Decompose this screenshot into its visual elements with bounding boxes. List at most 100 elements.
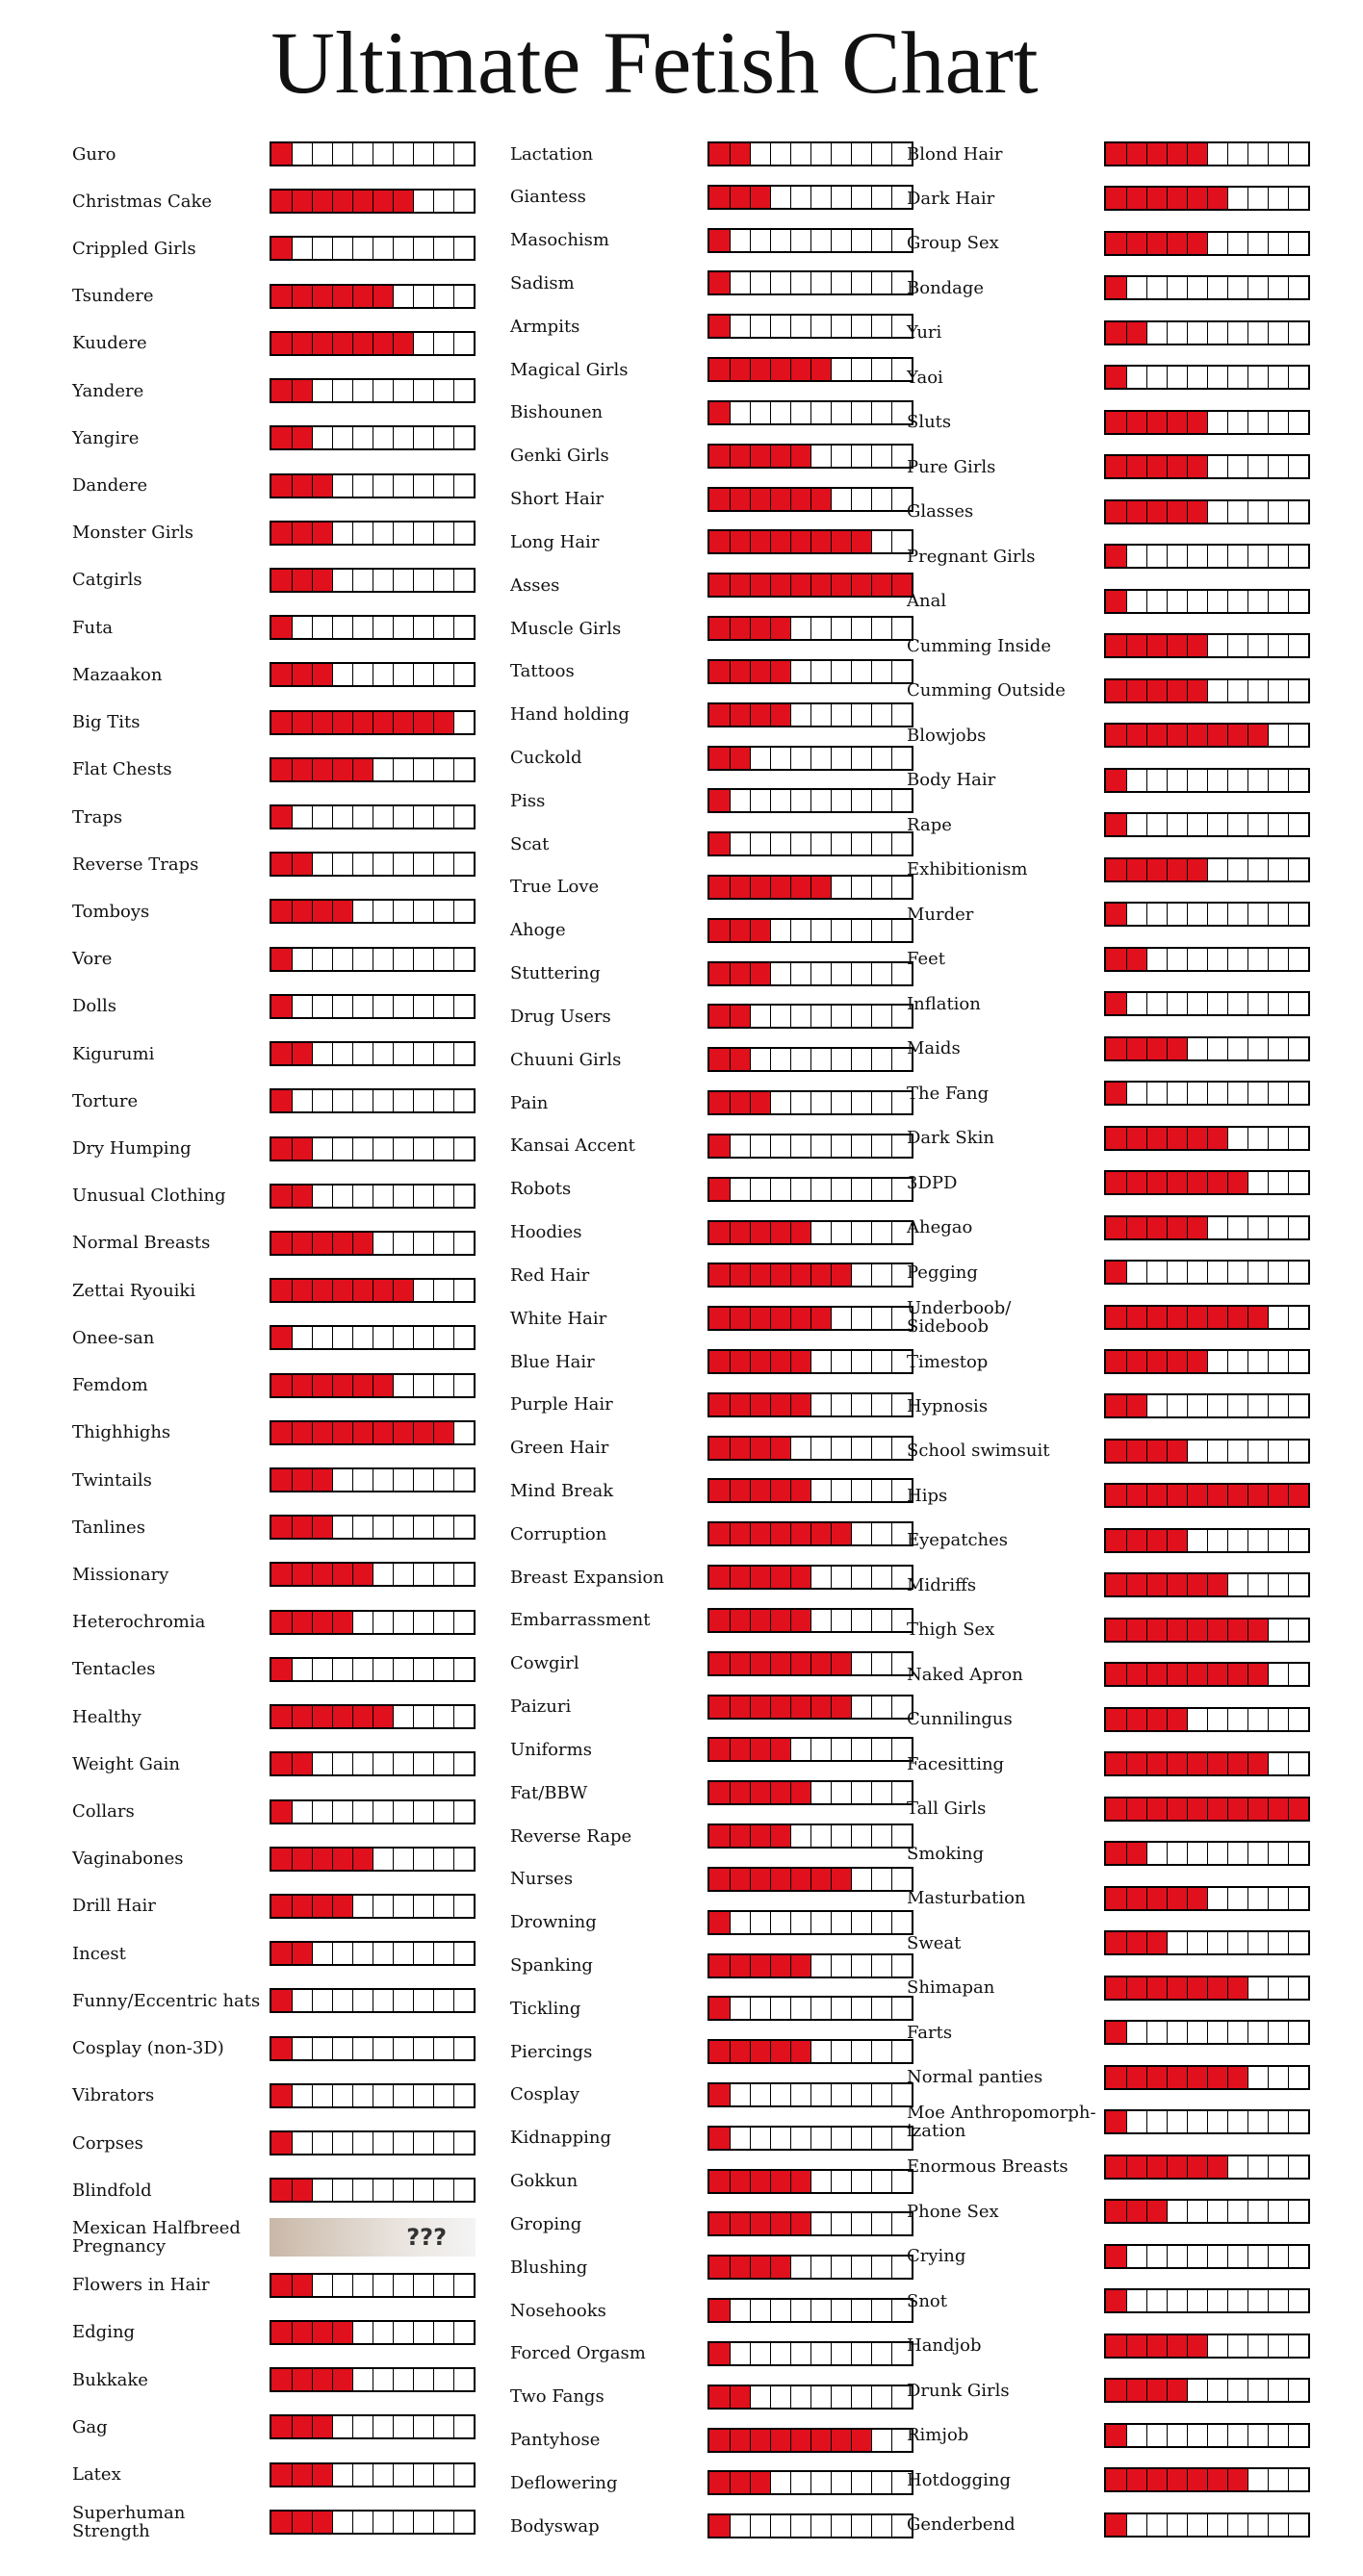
box-divider bbox=[1126, 1172, 1127, 1194]
box-divider bbox=[1247, 1574, 1248, 1596]
box-divider bbox=[292, 1848, 293, 1870]
box-divider bbox=[1167, 2424, 1168, 2446]
box-divider bbox=[810, 2515, 811, 2538]
box-divider bbox=[1207, 904, 1208, 926]
box-divider bbox=[292, 143, 293, 165]
chart-row: Drill Hair bbox=[72, 1887, 476, 1926]
box-divider bbox=[790, 2472, 791, 2494]
box-divider bbox=[1187, 1485, 1188, 1507]
rating-bar bbox=[707, 1824, 913, 1849]
box-divider bbox=[1288, 2513, 1289, 2536]
box-divider bbox=[433, 1658, 434, 1680]
box-divider bbox=[292, 1185, 293, 1207]
rating-bar bbox=[1104, 2288, 1310, 2314]
box-divider bbox=[891, 1739, 892, 1761]
box-divider bbox=[1167, 500, 1168, 523]
box-divider bbox=[433, 1374, 434, 1396]
box-divider bbox=[1247, 635, 1248, 657]
box-divider bbox=[292, 380, 293, 402]
box-divider bbox=[312, 854, 313, 876]
box-divider bbox=[433, 1232, 434, 1254]
row-label: Robots bbox=[510, 1179, 572, 1200]
row-label: Tsundere bbox=[72, 286, 154, 307]
box-divider bbox=[413, 285, 414, 307]
box-divider bbox=[1167, 725, 1168, 747]
box-divider bbox=[312, 522, 313, 544]
box-divider bbox=[413, 1137, 414, 1160]
box-divider bbox=[1247, 1887, 1248, 1909]
box-divider bbox=[750, 2083, 751, 2105]
box-divider bbox=[1146, 1172, 1147, 1194]
box-divider bbox=[1207, 1932, 1208, 1954]
box-divider bbox=[292, 522, 293, 544]
chart-row: Ahegao bbox=[907, 1209, 1310, 1247]
row-label: Vibrators bbox=[72, 2085, 155, 2106]
box-divider bbox=[1126, 411, 1127, 433]
box-divider bbox=[1187, 2424, 1188, 2446]
box-divider bbox=[871, 876, 872, 898]
box-divider bbox=[831, 747, 832, 769]
rating-fill bbox=[709, 1523, 851, 1545]
box-divider bbox=[871, 1264, 872, 1287]
box-divider bbox=[332, 1280, 333, 1302]
box-divider bbox=[312, 1327, 313, 1349]
box-divider bbox=[750, 2257, 751, 2279]
box-divider bbox=[1227, 993, 1228, 1015]
box-divider bbox=[1126, 2245, 1127, 2267]
box-divider bbox=[453, 2084, 454, 2106]
box-divider bbox=[1167, 1887, 1168, 1909]
rating-bar bbox=[270, 993, 476, 1019]
rating-fill bbox=[709, 1135, 730, 1157]
chart-row: Mazaakon bbox=[72, 655, 476, 694]
box-divider bbox=[730, 488, 731, 510]
box-divider bbox=[831, 660, 832, 682]
box-divider bbox=[292, 2511, 293, 2533]
box-divider bbox=[770, 1049, 771, 1071]
box-divider bbox=[1187, 2469, 1188, 2491]
box-divider bbox=[352, 427, 353, 449]
box-divider bbox=[332, 1469, 333, 1492]
box-divider bbox=[332, 2274, 333, 2296]
box-divider bbox=[292, 2369, 293, 2391]
box-divider bbox=[292, 1043, 293, 1065]
box-divider bbox=[730, 229, 731, 251]
chart-row: Groping bbox=[510, 2205, 913, 2243]
box-divider bbox=[1187, 277, 1188, 299]
box-divider bbox=[831, 531, 832, 553]
box-divider bbox=[770, 401, 771, 423]
box-divider bbox=[1167, 1395, 1168, 1417]
chart-row: Blond Hair bbox=[907, 135, 1310, 173]
box-divider bbox=[871, 2300, 872, 2322]
box-divider bbox=[1227, 1037, 1228, 1059]
row-label: Corruption bbox=[510, 1523, 607, 1544]
box-divider bbox=[413, 2132, 414, 2155]
rating-fill bbox=[709, 1092, 770, 1114]
rating-bar bbox=[1104, 1885, 1310, 1911]
box-divider bbox=[393, 238, 394, 260]
rating-bar bbox=[707, 2039, 913, 2065]
box-divider bbox=[393, 1564, 394, 1586]
box-divider bbox=[1146, 1574, 1147, 1596]
rating-fill bbox=[709, 2300, 730, 2322]
box-divider bbox=[790, 1393, 791, 1416]
box-divider bbox=[352, 191, 353, 213]
box-divider bbox=[810, 316, 811, 338]
rating-bar bbox=[1104, 2243, 1310, 2269]
box-divider bbox=[453, 332, 454, 354]
box-divider bbox=[1167, 143, 1168, 165]
box-divider bbox=[730, 919, 731, 941]
box-divider bbox=[790, 1178, 791, 1200]
box-divider bbox=[730, 747, 731, 769]
box-divider bbox=[413, 1706, 414, 1728]
box-divider bbox=[1187, 1753, 1188, 1775]
box-divider bbox=[1207, 769, 1208, 791]
box-divider bbox=[750, 2385, 751, 2408]
box-divider bbox=[851, 1652, 852, 1674]
chart-row: Weight Gain bbox=[72, 1745, 476, 1783]
box-divider bbox=[770, 1954, 771, 1977]
rating-bar bbox=[707, 1521, 913, 1547]
rating-fill bbox=[271, 1990, 292, 2012]
rating-bar bbox=[1104, 409, 1310, 435]
box-divider bbox=[312, 2180, 313, 2202]
box-divider bbox=[1126, 1351, 1127, 1372]
